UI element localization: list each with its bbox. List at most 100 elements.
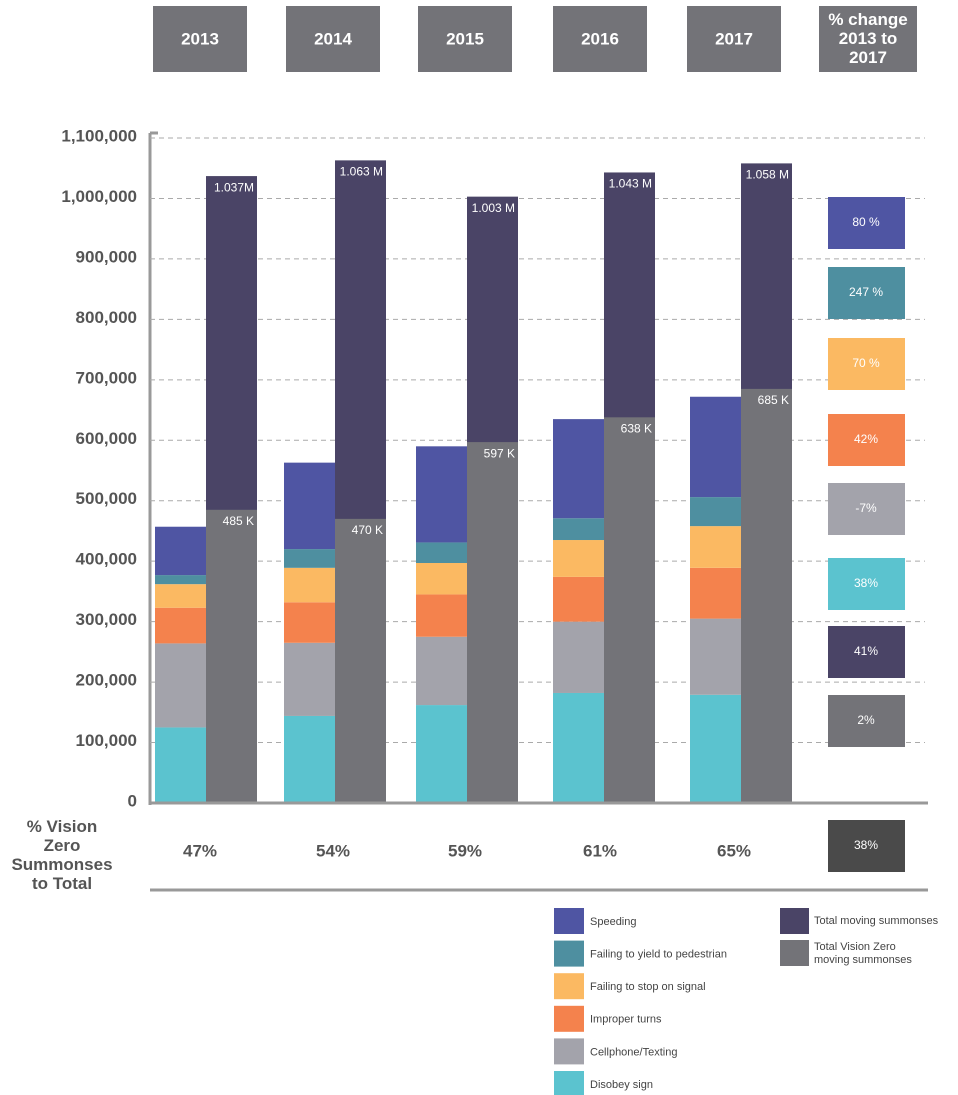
- y-tick-label: 1,000,000: [61, 187, 137, 206]
- change-box: [828, 197, 905, 249]
- change-label: 2%: [857, 713, 875, 727]
- bar-segment: [284, 715, 335, 803]
- header-label: 2017: [715, 29, 753, 48]
- change-box: [828, 626, 905, 678]
- bar-segment: [155, 727, 206, 803]
- total-bar: [741, 388, 792, 803]
- share-label: 65%: [717, 841, 751, 860]
- legend-swatch: [554, 1071, 584, 1095]
- bar-segment: [416, 705, 467, 803]
- bar-segment: [284, 462, 335, 550]
- share-title-line: Summonses: [11, 855, 112, 874]
- bar-segment: [416, 594, 467, 637]
- bar-segment: [690, 396, 741, 498]
- bar-segment: [690, 567, 741, 619]
- legend-label: Failing to stop on signal: [590, 981, 706, 993]
- y-tick-label: 1,100,000: [61, 126, 137, 145]
- change-box: [828, 414, 905, 466]
- total-bar: [206, 509, 257, 803]
- y-tick-label: 800,000: [76, 308, 137, 327]
- header-box: [286, 6, 380, 72]
- change-box: [828, 695, 905, 747]
- header-label: 2015: [446, 29, 484, 48]
- header-box: [418, 6, 512, 72]
- bar-segment: [155, 526, 206, 576]
- legend-swatch: [554, 940, 584, 967]
- share-title: % Vision Zero Summonses to Total: [11, 817, 112, 893]
- legend-label: Disobey sign: [590, 1079, 653, 1091]
- header-line: % change: [828, 10, 907, 29]
- total-bar: [604, 417, 655, 803]
- bar-segment: [553, 540, 604, 577]
- header-box: [153, 6, 247, 72]
- bar-segment: [416, 446, 467, 543]
- change-label: 38%: [854, 576, 878, 590]
- total-label: 1.003 M: [472, 201, 515, 215]
- y-tick-label: 700,000: [76, 368, 137, 387]
- share-label: 47%: [183, 841, 217, 860]
- change-label: 247 %: [849, 285, 883, 299]
- bar-segment: [155, 575, 206, 585]
- total-label: 685 K: [758, 393, 789, 407]
- legend-label: Improper turns: [590, 1014, 662, 1026]
- legend-line: moving summonses: [814, 954, 912, 966]
- legend-swatch: [780, 908, 809, 934]
- y-tick-label: 500,000: [76, 489, 137, 508]
- share-label: 61%: [583, 841, 617, 860]
- bar-segment: [155, 643, 206, 728]
- change-label: 42%: [854, 432, 878, 446]
- header-box: [819, 6, 917, 72]
- change-label: 70 %: [852, 356, 880, 370]
- legend-label: Cellphone/Texting: [590, 1046, 677, 1058]
- bar-segment: [690, 618, 741, 695]
- bar-segment: [155, 607, 206, 644]
- legend-swatch: [554, 1005, 584, 1032]
- bar-segment: [690, 497, 741, 527]
- total-label: 1.043 M: [609, 177, 652, 191]
- bar-segment: [416, 636, 467, 706]
- header-line: 2017: [849, 48, 887, 67]
- total-bar: [335, 518, 386, 803]
- share-title-line: to Total: [32, 874, 92, 893]
- total-label: 485 K: [223, 514, 254, 528]
- bar-segment: [553, 692, 604, 803]
- header-label: 2013: [181, 29, 219, 48]
- bar-segment: [284, 642, 335, 716]
- bar-segment: [155, 584, 206, 608]
- total-label: 470 K: [352, 523, 383, 537]
- y-tick-label: 400,000: [76, 550, 137, 569]
- y-tick-label: 0: [128, 791, 137, 810]
- legend-label: Failing to yield to pedestrian: [590, 949, 727, 961]
- header-box: [553, 6, 647, 72]
- total-label: 1.063 M: [340, 165, 383, 179]
- bar-segment: [284, 567, 335, 603]
- header-line: 2013 to: [839, 29, 898, 48]
- legend-swatch: [554, 908, 584, 934]
- change-box: [828, 483, 905, 535]
- y-tick-label: 600,000: [76, 429, 137, 448]
- legend-swatch: [554, 1038, 584, 1065]
- change-label: -7%: [855, 501, 877, 515]
- legend-swatch: [554, 973, 584, 1000]
- legend-line: Total Vision Zero: [814, 941, 896, 953]
- header-label: 2016: [581, 29, 619, 48]
- total-label: 638 K: [621, 421, 652, 435]
- change-box: [828, 338, 905, 390]
- legend-label: Speeding: [590, 916, 637, 928]
- bar-segment: [553, 621, 604, 693]
- total-bar: [467, 442, 518, 803]
- bar-segment: [553, 518, 604, 541]
- bar-segment: [553, 576, 604, 622]
- y-tick-label: 300,000: [76, 610, 137, 629]
- y-tick-label: 200,000: [76, 671, 137, 690]
- bar-segment: [284, 549, 335, 568]
- share-title-line: Zero: [44, 836, 81, 855]
- legend-label: Total moving summonses: [814, 915, 939, 927]
- bar-segment: [416, 562, 467, 595]
- change-box: [828, 558, 905, 610]
- total-label: 597 K: [484, 446, 515, 460]
- y-tick-label: 900,000: [76, 247, 137, 266]
- header-label: 2014: [314, 29, 352, 48]
- legend-swatch: [780, 940, 809, 966]
